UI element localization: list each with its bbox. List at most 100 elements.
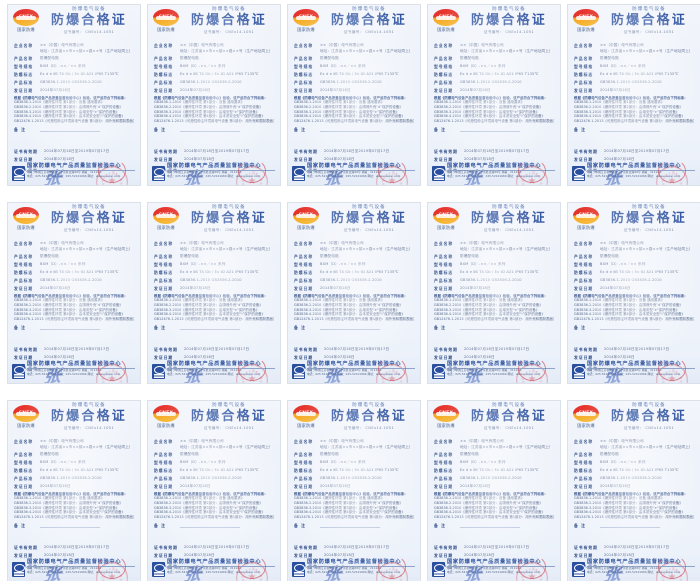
field-label: 发证日期 — [14, 285, 34, 291]
field-value: Ex d e ⅡB T4 Gb / Ex tD A21 IP65 T135℃ — [460, 72, 554, 78]
field-row: 发证日期 2014年07月18日 — [434, 484, 554, 490]
field-value-line: 防爆配电箱 — [180, 56, 199, 61]
field-row: 产品名称 防爆配电箱 — [14, 56, 134, 62]
field-row: 企业名称 ××（中国）电气有限公司 地址：江苏省××市××镇××路××号（生产地址同… — [154, 43, 274, 54]
certificate-thumbnail[interactable]: CNEX 国家防爆 防爆电气设备 防爆合格证 证书编号： CNEx14.1051… — [288, 5, 420, 185]
field-label: 发证日期 — [434, 87, 454, 93]
standards-paragraph: 根据《防爆电气设备产品质量监督检验中心》检验，该产品符合下列标准： GB3836.… — [434, 492, 554, 520]
field-row: 型号规格 BXM（D）-××／×× 系列 — [434, 64, 554, 70]
certificate-thumbnail[interactable]: CNEX 国家防爆 防爆电气设备 防爆合格证 证书编号： CNEx14.1051… — [568, 401, 700, 581]
certificate-thumbnail[interactable]: CNEX 国家防爆 防爆电气设备 防爆合格证 证书编号： CNEx14.1051… — [8, 401, 140, 581]
field-row: 企业名称 ××（中国）电气有限公司 地址：江苏省××市××镇××路××号（生产地址同… — [154, 241, 274, 252]
cnex-mark-text: CNEX — [438, 410, 454, 416]
issue-label: 发证日期 — [154, 157, 174, 163]
field-value: 2014年07月18日 — [460, 88, 554, 94]
field-label: 产品标准 — [574, 476, 594, 482]
date-rows: 证书有效期 2014年07月18日至2019年07月17日 发证日期 2014年… — [294, 149, 414, 163]
field-value-line: ××（中国）电气有限公司 — [600, 439, 644, 443]
standard-line: GB3836.4-2010《爆炸性环境 第4部分：由本质安全型“i”保护的设备》 — [294, 510, 405, 515]
field-row: 产品名称 防爆配电箱 — [294, 452, 414, 458]
standard-line: GB3836.2-2010《爆炸性环境 第2部分：由隔爆外壳“d”保护的设备》 — [154, 105, 263, 110]
field-value: BXM（D）-××／×× 系列 — [40, 460, 134, 466]
field-value-line: BXM（D）-××／×× 系列 — [460, 460, 506, 465]
field-label: 发证日期 — [574, 483, 594, 489]
field-label: 产品名称 — [154, 254, 174, 260]
certificate-footer: 国家防爆电气产品质量监督检验中心 地址：中国江苏省南京市江宁区胜太路88号 邮编… — [148, 159, 280, 185]
field-row: 产品标准 GB3836.1-2010 GB3836.2-2010 — [294, 476, 414, 482]
certificate-thumbnail[interactable]: CNEX 国家防爆 防爆电气设备 防爆合格证 证书编号： CNEx14.1051… — [148, 203, 280, 383]
certificate-thumbnail[interactable]: CNEX 国家防爆 防爆电气设备 防爆合格证 证书编号： CNEx14.1051… — [428, 401, 560, 581]
certificate-number: 证书编号： CNEx14.1051 — [343, 30, 395, 34]
institute-emblem-icon — [432, 562, 445, 577]
issue-value: 2014年07月18日 — [44, 157, 75, 162]
certificate-title: 防爆合格证 — [50, 13, 127, 28]
standard-line: GB3836.1-2010《爆炸性环境 第1部分：设备 通用要求》 — [294, 298, 385, 303]
certificate-number: 证书编号： CNEx14.1051 — [343, 426, 395, 430]
field-value: BXM（D）-××／×× 系列 — [460, 460, 554, 466]
validity-value: 2014年07月18日至2019年07月17日 — [604, 148, 670, 153]
certificate-thumbnail[interactable]: CNEX 国家防爆 防爆电气设备 防爆合格证 证书编号： CNEx14.1051… — [568, 5, 700, 185]
validity-value: 2014年07月18日至2019年07月17日 — [324, 148, 390, 153]
field-row: 产品标准 GB3836.1-2010 GB3836.2-2010 — [434, 278, 554, 284]
field-row: 产品名称 防爆配电箱 — [574, 452, 694, 458]
institute-emblem-icon — [432, 364, 445, 379]
certificate-header: CNEX 国家防爆 防爆电气设备 防爆合格证 证书编号： CNEx14.1051 — [428, 5, 560, 39]
certificate-thumbnail[interactable]: CNEX 国家防爆 防爆电气设备 防爆合格证 证书编号： CNEx14.1051… — [568, 203, 700, 383]
certificate-sheet: CNEX 国家防爆 防爆电气设备 防爆合格证 证书编号： CNEx14.1051… — [8, 203, 140, 383]
field-value-line: BXM（D）-××／×× 系列 — [40, 460, 86, 465]
certificate-thumbnail[interactable]: CNEX 国家防爆 防爆电气设备 防爆合格证 证书编号： CNEx14.1051… — [148, 5, 280, 185]
field-label: 防爆标志 — [574, 72, 594, 78]
standards-paragraph: 根据《防爆电气设备产品质量监督检验中心》检验，该产品符合下列标准： GB3836.… — [294, 96, 414, 124]
field-label: 产品标准 — [14, 278, 34, 284]
field-label: 产品名称 — [574, 254, 594, 260]
field-value: 2014年07月18日 — [600, 88, 694, 94]
field-row: 产品名称 防爆配电箱 — [154, 452, 274, 458]
issue-row: 发证日期 2014年07月18日 — [294, 355, 414, 361]
date-rows: 证书有效期 2014年07月18日至2019年07月17日 发证日期 2014年… — [574, 347, 694, 361]
cnex-logo-caption: 国家防爆 — [157, 27, 175, 32]
field-label: 型号规格 — [434, 64, 454, 70]
standards-paragraph: 根据《防爆电气设备产品质量监督检验中心》检验，该产品符合下列标准： GB3836.… — [154, 96, 274, 124]
certificate-thumbnail[interactable]: CNEX 国家防爆 防爆电气设备 防爆合格证 证书编号： CNEx14.1051… — [288, 203, 420, 383]
standard-line: GB3836.1-2010《爆炸性环境 第1部分：设备 通用要求》 — [434, 496, 525, 501]
cnex-mark-text: CNEX — [438, 14, 454, 20]
field-row: 防爆标志 Ex d e ⅡB T4 Gb / Ex tD A21 IP65 T13… — [294, 270, 414, 276]
field-row: 企业名称 ××（中国）电气有限公司 地址：江苏省××市××镇××路××号（生产地址同… — [14, 43, 134, 54]
field-label: 企业名称 — [294, 439, 314, 444]
standard-line: GB12476.1-2013《可燃性粉尘环境用电气设备 第1部分：用外壳和限制表… — [14, 514, 134, 519]
certificate-eyebrow: 防爆电气设备 — [632, 403, 666, 408]
field-label: 产品名称 — [294, 452, 314, 458]
field-row: 型号规格 BXM（D）-××／×× 系列 — [434, 262, 554, 268]
field-value: 2014年07月18日 — [180, 484, 274, 490]
certificate-thumbnail[interactable]: CNEX 国家防爆 防爆电气设备 防爆合格证 证书编号： CNEx14.1051… — [428, 5, 560, 185]
field-value-line-2: 地址：江苏省××市××镇××路××号（生产地址同上） — [320, 444, 413, 449]
field-value: BXM（D）-××／×× 系列 — [600, 262, 694, 268]
certificate-thumbnail[interactable]: CNEX 国家防爆 防爆电气设备 防爆合格证 证书编号： CNEx14.1051… — [8, 203, 140, 383]
certificate-sheet: CNEX 国家防爆 防爆电气设备 防爆合格证 证书编号： CNEx14.1051… — [8, 401, 140, 581]
standards-paragraph: 根据《防爆电气设备产品质量监督检验中心》检验，该产品符合下列标准： GB3836.… — [574, 294, 694, 322]
field-value: GB3836.1-2010 GB3836.2-2010 — [460, 476, 554, 482]
certificate-sheet: CNEX 国家防爆 防爆电气设备 防爆合格证 证书编号： CNEx14.1051… — [288, 203, 420, 383]
notes-rule — [320, 326, 380, 331]
field-value-line: 2014年07月18日 — [320, 87, 351, 92]
field-label: 企业名称 — [434, 241, 454, 246]
cnex-logo-icon: CNEX 国家防爆 — [573, 207, 599, 230]
field-row: 发证日期 2014年07月18日 — [434, 286, 554, 292]
certificate-thumbnail[interactable]: CNEX 国家防爆 防爆电气设备 防爆合格证 证书编号： CNEx14.1051… — [428, 203, 560, 383]
certificate-thumbnail[interactable]: CNEX 国家防爆 防爆电气设备 防爆合格证 证书编号： CNEx14.1051… — [148, 401, 280, 581]
validity-row: 证书有效期 2014年07月18日至2019年07月17日 — [574, 149, 694, 155]
field-value-line-2: 地址：江苏省××市××镇××路××号（生产地址同上） — [180, 48, 273, 53]
field-value-line-2: 地址：江苏省××市××镇××路××号（生产地址同上） — [600, 246, 693, 251]
field-label: 产品标准 — [294, 278, 314, 284]
seal-overstamp-arc — [378, 159, 406, 183]
field-label: 产品标准 — [434, 476, 454, 482]
field-value: BXM（D）-××／×× 系列 — [180, 64, 274, 70]
standards-heading: 根据《防爆电气设备产品质量监督检验中心》检验，该产品符合下列标准： — [294, 491, 408, 496]
validity-value: 2014年07月18日至2019年07月17日 — [464, 544, 530, 549]
field-label: 企业名称 — [434, 43, 454, 48]
validity-label: 证书有效期 — [154, 544, 178, 550]
notes-rule — [40, 524, 100, 529]
certificate-thumbnail[interactable]: CNEX 国家防爆 防爆电气设备 防爆合格证 证书编号： CNEx14.1051… — [288, 401, 420, 581]
field-value-line: 2014年07月18日 — [460, 483, 491, 488]
certificate-thumbnail[interactable]: CNEX 国家防爆 防爆电气设备 防爆合格证 证书编号： CNEx14.1051… — [8, 5, 140, 185]
